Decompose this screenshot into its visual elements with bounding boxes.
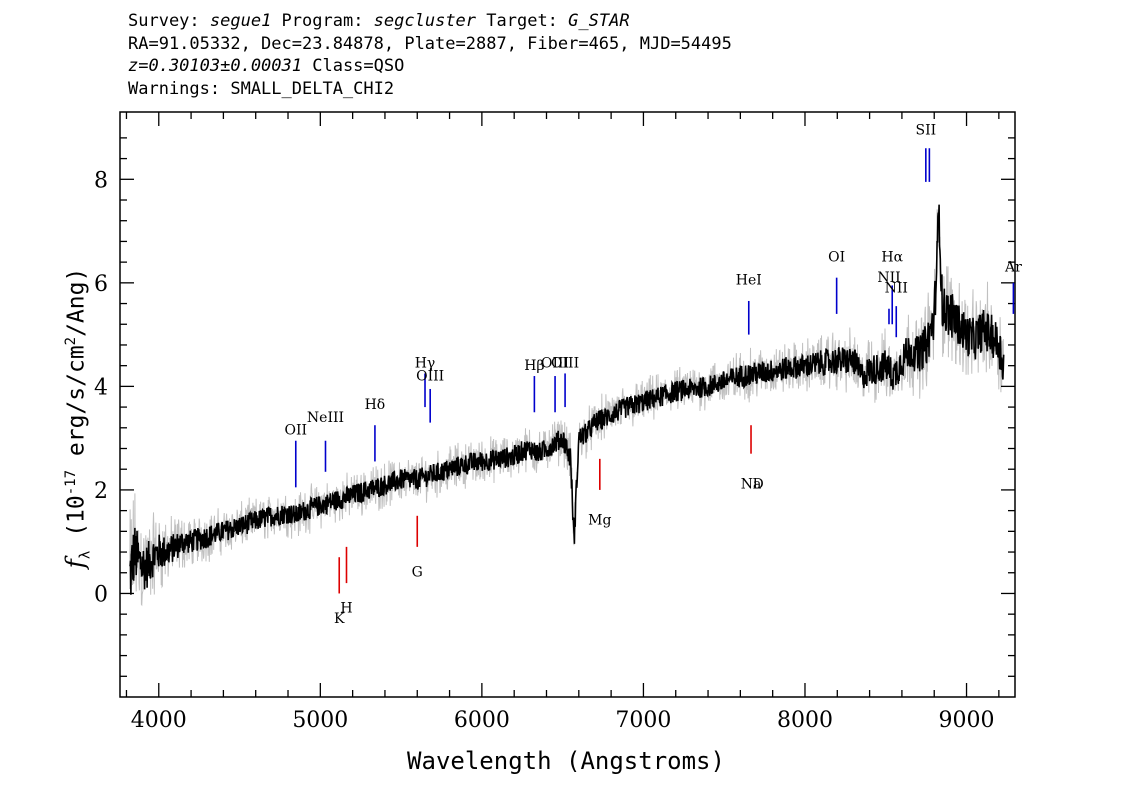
- line-label-h-: Hα: [881, 249, 903, 265]
- line-label-h-: Hγ: [415, 355, 436, 371]
- line-label-neiii: NeIII: [307, 410, 344, 426]
- plot-frame: [119, 111, 1016, 698]
- line-label-h: H: [340, 601, 352, 617]
- y-tick-label: 2: [94, 479, 108, 504]
- class-value: Class=QSO: [302, 56, 405, 77]
- line-label-sii: SII: [915, 122, 936, 138]
- target-value: G_STAR: [568, 11, 630, 31]
- line-label-oii: OII: [284, 423, 307, 439]
- y-tick-label: 6: [94, 272, 108, 297]
- y-tick-label: 8: [94, 168, 108, 193]
- line-label-na: Na: [741, 476, 762, 492]
- header-line-survey: Survey: segue1 Program: segcluster Targe…: [128, 10, 732, 33]
- line-label-oiii: OIII: [551, 355, 579, 371]
- x-tick-label: 7000: [615, 708, 671, 733]
- line-label-oi: OI: [828, 249, 845, 265]
- x-axis-label: Wavelength (Angstroms): [407, 747, 725, 775]
- x-tick-label: 9000: [939, 708, 995, 733]
- line-label-nii: NII: [877, 270, 900, 286]
- line-label-oiii: OIII: [416, 368, 444, 384]
- x-tick-label: 4000: [131, 708, 187, 733]
- target-label: Target:: [476, 11, 569, 31]
- redshift-value: z=0.30103±0.00031: [128, 56, 302, 77]
- spectrum-header: Survey: segue1 Program: segcluster Targe…: [128, 10, 732, 100]
- line-label-g: G: [412, 564, 423, 580]
- y-axis-text-1: (10: [63, 495, 90, 551]
- x-tick-label: 6000: [454, 708, 510, 733]
- y-axis-subscript: λ: [77, 550, 94, 560]
- program-label: Program:: [271, 11, 374, 31]
- line-label-oiii: OIII: [541, 355, 569, 371]
- y-axis-symbol: f: [60, 559, 90, 569]
- survey-label: Survey:: [128, 11, 210, 31]
- flux-line: [129, 204, 1005, 595]
- line-label-hei: HeI: [736, 273, 762, 289]
- line-label-k: K: [334, 611, 345, 627]
- program-value: segcluster: [373, 11, 477, 31]
- y-tick-label: 0: [94, 582, 108, 607]
- x-tick-label: 5000: [292, 708, 348, 733]
- header-line-warnings: Warnings: SMALL_DELTA_CHI2: [128, 78, 395, 99]
- y-axis-text-3: /Ang): [63, 267, 90, 337]
- x-tick-label: 8000: [777, 708, 833, 733]
- line-label-mg: Mg: [588, 513, 611, 529]
- survey-value: segue1: [209, 11, 272, 31]
- y-axis-label: fλ (10-17 erg/s/cm2/Ang): [61, 268, 94, 569]
- line-label-h-: Hβ: [524, 358, 544, 374]
- y-axis-exponent: -17: [63, 469, 80, 496]
- error-band: [129, 209, 1005, 607]
- line-label-h-: Hδ: [365, 397, 386, 413]
- line-label-ar: Ar: [1004, 260, 1022, 276]
- line-label-d: D: [753, 476, 764, 492]
- header-line-coordinates: RA=91.05332, Dec=23.84878, Plate=2887, F…: [128, 33, 732, 54]
- line-label-nii: NII: [885, 280, 908, 296]
- y-axis-text-2: erg/s/cm: [63, 345, 90, 470]
- y-axis-exponent-2: 2: [63, 336, 80, 346]
- y-tick-label: 4: [94, 375, 108, 400]
- header-line-redshift: z=0.30103±0.00031 Class=QSO: [128, 55, 732, 78]
